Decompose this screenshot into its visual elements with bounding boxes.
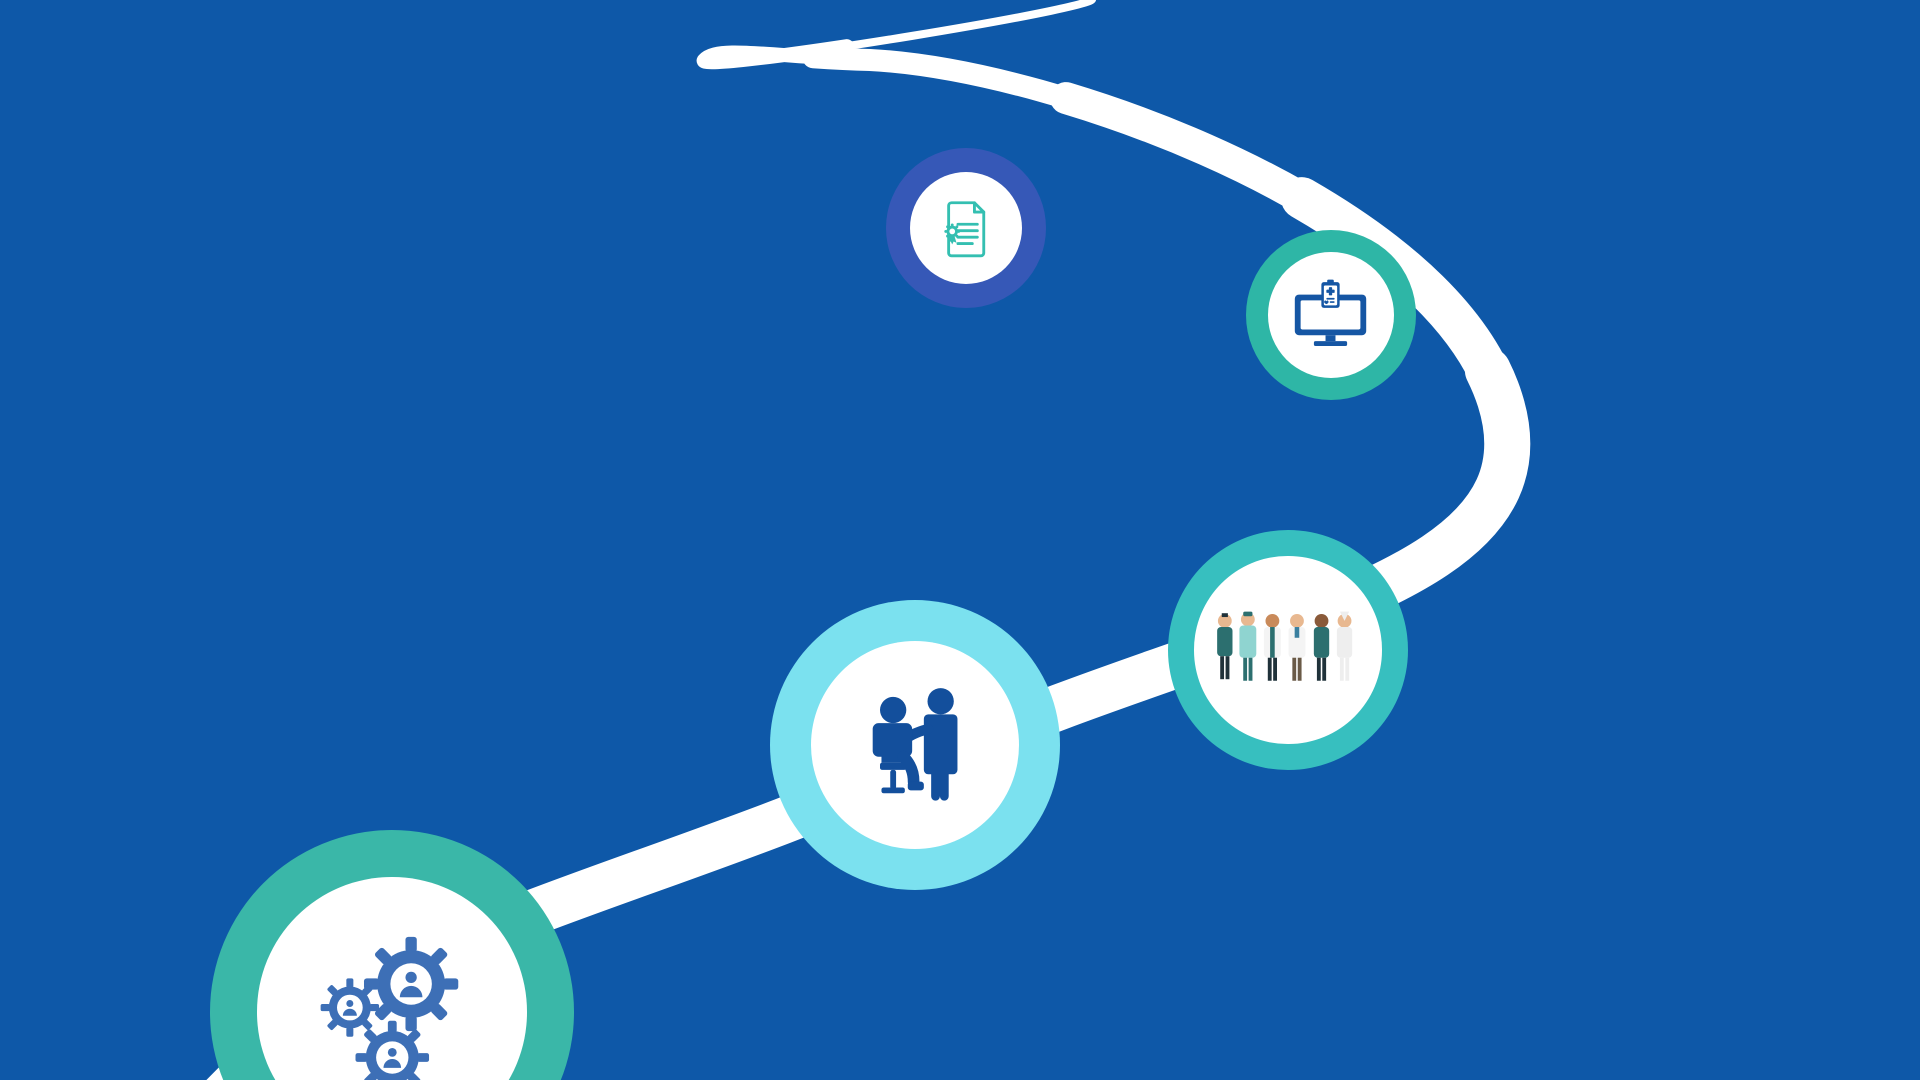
monitor-clipboard-icon xyxy=(1289,273,1372,356)
node-inner xyxy=(1194,556,1381,743)
roadmap-node-cert xyxy=(886,148,1046,308)
certificate-icon xyxy=(930,192,1002,264)
node-inner xyxy=(1268,252,1394,378)
gears-people-icon xyxy=(298,918,487,1080)
roadmap-node-monitor xyxy=(1246,230,1416,400)
node-inner xyxy=(910,172,1022,284)
doctor-patient-icon xyxy=(842,672,988,818)
roadmap-infographic xyxy=(0,0,1920,1080)
medical-team-icon xyxy=(1211,604,1365,696)
roadmap-node-team xyxy=(1168,530,1408,770)
node-inner xyxy=(811,641,1020,850)
roadmap-node-exam xyxy=(770,600,1060,890)
